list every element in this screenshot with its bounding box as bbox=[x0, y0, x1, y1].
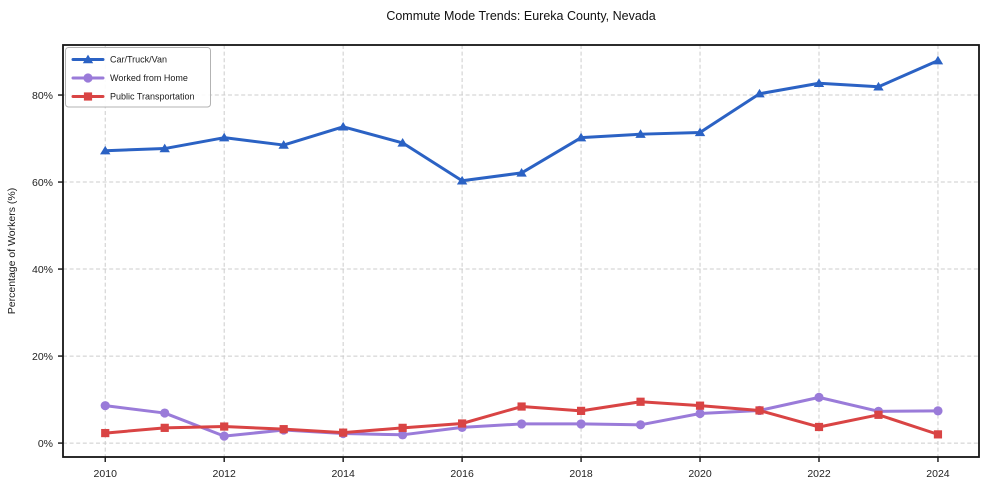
data-point-public-transportation-2011 bbox=[160, 423, 169, 432]
legend-label-car-truck-van: Car/Truck/Van bbox=[110, 55, 167, 65]
data-point-car-truck-van-2023 bbox=[873, 81, 884, 91]
data-point-public-transportation-2017 bbox=[517, 402, 526, 411]
data-point-worked-from-home-2010 bbox=[100, 401, 110, 411]
data-point-car-truck-van-2015 bbox=[397, 137, 408, 147]
data-point-worked-from-home-2019 bbox=[635, 420, 646, 430]
data-point-car-truck-van-2010 bbox=[100, 145, 111, 155]
data-point-public-transportation-2019 bbox=[636, 397, 645, 406]
x-tick-label-2018: 2018 bbox=[569, 468, 593, 480]
data-point-public-transportation-2024 bbox=[933, 430, 943, 439]
data-point-car-truck-van-2019 bbox=[635, 129, 646, 138]
series-public-transportation bbox=[101, 397, 943, 439]
data-point-public-transportation-2013 bbox=[279, 425, 288, 434]
x-tick-label-2010: 2010 bbox=[94, 468, 118, 480]
x-tick-labels: 2010 2012 2014 2016 2018 2020 2022 2024 bbox=[94, 468, 950, 480]
plot-frame bbox=[62, 44, 980, 458]
data-point-car-truck-van-2017 bbox=[516, 168, 527, 177]
gridlines bbox=[63, 45, 979, 457]
data-point-worked-from-home-2020 bbox=[695, 408, 705, 419]
legend-box bbox=[65, 47, 211, 108]
data-point-public-transportation-2010 bbox=[101, 428, 110, 438]
data-point-worked-from-home-2022 bbox=[814, 392, 824, 402]
data-point-worked-from-home-2018 bbox=[576, 419, 586, 429]
legend-marker-triangle-icon bbox=[82, 54, 94, 64]
data-point-public-transportation-2020 bbox=[695, 401, 705, 410]
x-tick-label-2020: 2020 bbox=[688, 468, 712, 480]
chart-title: Commute Mode Trends: Eureka County, Neva… bbox=[386, 9, 655, 23]
x-tick-label-2024: 2024 bbox=[926, 468, 950, 480]
y-tick-labels: 0% 20% 40% 60% 80% bbox=[32, 90, 53, 450]
data-point-public-transportation-2012 bbox=[220, 422, 229, 431]
data-point-car-truck-van-2024 bbox=[932, 55, 944, 65]
legend-marker-square-icon bbox=[83, 92, 93, 101]
y-tick-label-0: 0% bbox=[38, 438, 53, 450]
data-point-public-transportation-2021 bbox=[755, 406, 764, 415]
data-point-worked-from-home-2012 bbox=[219, 431, 229, 441]
x-tick-label-2022: 2022 bbox=[807, 468, 831, 480]
y-tick-label-20: 20% bbox=[32, 351, 53, 363]
x-tick-label-2016: 2016 bbox=[450, 468, 474, 480]
data-point-car-truck-van-2012 bbox=[218, 132, 230, 142]
legend-marker-circle-icon bbox=[83, 73, 93, 83]
y-tick-label-40: 40% bbox=[32, 264, 53, 276]
legend-label-public-transportation: Public Transportation bbox=[110, 92, 195, 102]
y-tick-label-60: 60% bbox=[32, 177, 53, 189]
data-point-public-transportation-2023 bbox=[874, 410, 883, 419]
data-point-car-truck-van-2018 bbox=[575, 132, 587, 142]
y-axis-label: Percentage of Workers (%) bbox=[6, 188, 18, 314]
data-point-car-truck-van-2020 bbox=[694, 127, 706, 137]
legend-item-worked-from-home: Worked from Home bbox=[71, 73, 188, 83]
data-point-public-transportation-2014 bbox=[339, 428, 348, 437]
series-car-truck-van bbox=[100, 55, 944, 185]
y-tick-label-80: 80% bbox=[32, 90, 53, 102]
series-group bbox=[100, 55, 944, 441]
x-tick-label-2014: 2014 bbox=[331, 468, 355, 480]
data-point-car-truck-van-2011 bbox=[159, 143, 170, 153]
data-point-public-transportation-2022 bbox=[814, 422, 824, 432]
data-point-car-truck-van-2013 bbox=[278, 140, 289, 149]
data-point-worked-from-home-2017 bbox=[516, 419, 527, 429]
data-point-public-transportation-2016 bbox=[458, 419, 467, 428]
legend: Car/Truck/Van Worked from Home Public Tran… bbox=[65, 47, 211, 108]
data-point-car-truck-van-2021 bbox=[754, 88, 765, 98]
data-point-public-transportation-2015 bbox=[398, 423, 407, 432]
data-point-worked-from-home-2011 bbox=[160, 408, 170, 418]
legend-item-car-truck-van: Car/Truck/Van bbox=[71, 54, 167, 65]
data-point-worked-from-home-2015 bbox=[398, 430, 408, 440]
legend-label-worked-from-home: Worked from Home bbox=[110, 73, 188, 83]
data-point-car-truck-van-2014 bbox=[337, 121, 349, 131]
data-point-car-truck-van-2022 bbox=[813, 78, 825, 87]
data-point-public-transportation-2018 bbox=[576, 406, 586, 415]
legend-item-public-transportation: Public Transportation bbox=[71, 92, 195, 102]
x-tick-label-2012: 2012 bbox=[213, 468, 237, 480]
data-point-car-truck-van-2016 bbox=[456, 175, 468, 185]
data-point-worked-from-home-2024 bbox=[933, 406, 943, 416]
